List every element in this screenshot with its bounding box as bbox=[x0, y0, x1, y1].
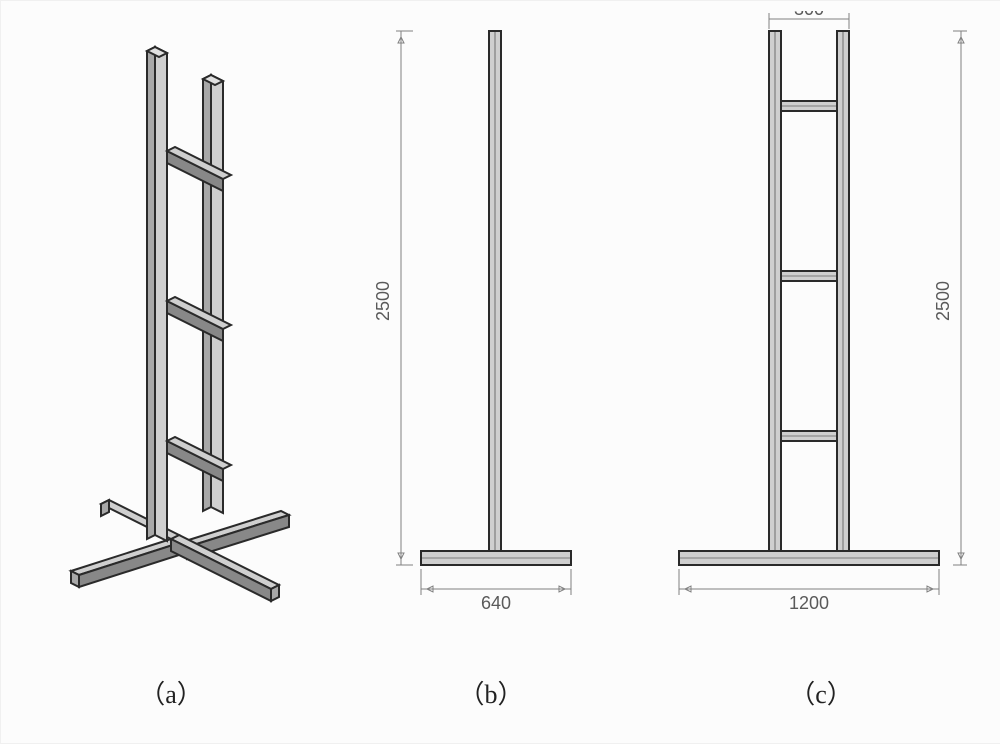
panel-c-svg: 300 2500 1200 bbox=[661, 11, 981, 651]
dim-base-c: 1200 bbox=[679, 569, 939, 613]
dim-height-c-text: 2500 bbox=[933, 281, 953, 321]
dim-top-c: 300 bbox=[769, 11, 849, 29]
panel-b: 2500 640 （b） bbox=[341, 11, 641, 651]
panel-a-caption: （a） bbox=[21, 674, 321, 711]
dim-height-b-text: 2500 bbox=[373, 281, 393, 321]
panel-b-svg: 2500 640 bbox=[341, 11, 641, 651]
panel-c-caption: （c） bbox=[661, 674, 981, 711]
dim-base-b-text: 640 bbox=[481, 593, 511, 613]
dim-base-c-text: 1200 bbox=[789, 593, 829, 613]
panel-b-caption: （b） bbox=[341, 674, 641, 711]
figure-canvas: （a） 2500 bbox=[0, 0, 1000, 744]
dim-height-c: 2500 bbox=[933, 31, 967, 565]
iso-structure bbox=[71, 47, 289, 601]
panel-a-svg bbox=[21, 11, 321, 651]
dim-height-b: 2500 bbox=[373, 31, 413, 565]
panel-a: （a） bbox=[21, 11, 321, 651]
panel-c: 300 2500 1200 （c） bbox=[661, 11, 981, 651]
dim-top-c-text: 300 bbox=[794, 11, 824, 19]
dim-base-b: 640 bbox=[421, 569, 571, 613]
